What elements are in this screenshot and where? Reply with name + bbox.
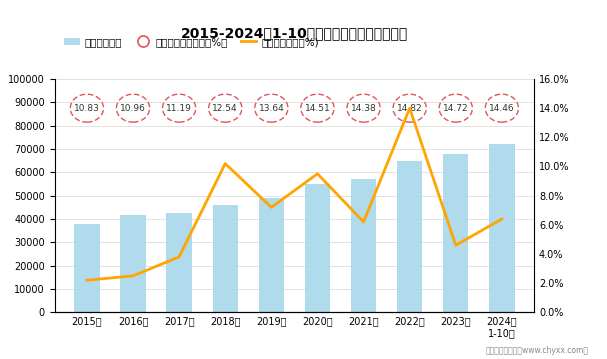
Text: 14.51: 14.51 [305,104,330,113]
Title: 2015-2024年1-10月广东省工业企业数统计图: 2015-2024年1-10月广东省工业企业数统计图 [181,26,408,40]
Text: 13.64: 13.64 [259,104,284,113]
Bar [259,198,284,312]
Text: 14.72: 14.72 [443,104,469,113]
Bar [166,213,192,312]
Text: 10.83: 10.83 [74,104,100,113]
Bar [212,205,238,312]
Bar [443,154,469,312]
Bar [351,180,376,312]
Bar [120,215,146,312]
Bar [305,184,330,312]
Text: 12.54: 12.54 [212,104,238,113]
Bar [489,144,515,312]
Text: 10.96: 10.96 [120,104,146,113]
Text: 制图：智研咨询（www.chyxx.com）: 制图：智研咨询（www.chyxx.com） [486,346,589,355]
Text: 14.46: 14.46 [489,104,515,113]
Text: 14.38: 14.38 [351,104,376,113]
Bar [397,161,422,312]
Text: 11.19: 11.19 [166,104,192,113]
Text: 14.82: 14.82 [397,104,422,113]
Bar [74,224,100,312]
Legend: 企业数（个）, 占全国企业数比重（%）, 企业同比增速（%): 企业数（个）, 占全国企业数比重（%）, 企业同比增速（%) [60,33,323,51]
